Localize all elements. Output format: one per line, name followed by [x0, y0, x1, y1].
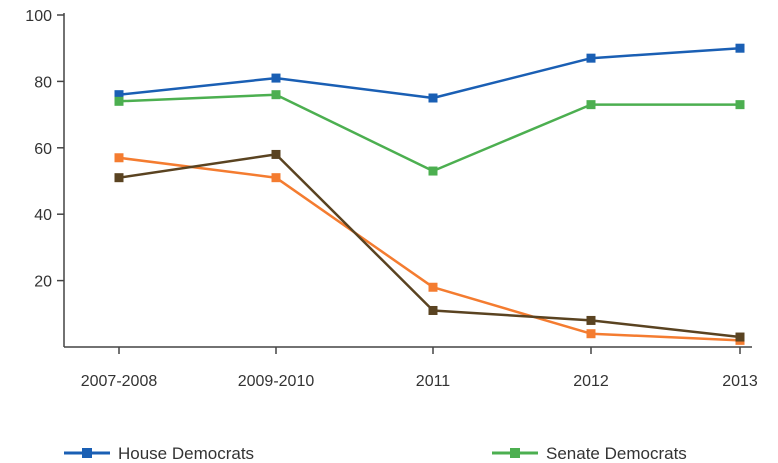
- y-tick-label: 60: [34, 141, 52, 158]
- legend-label: House Democrats: [118, 444, 254, 463]
- data-point: [735, 100, 745, 110]
- legend-label: Senate Democrats: [546, 444, 687, 463]
- x-tick-label: 2007-2008: [81, 373, 158, 390]
- data-point: [586, 329, 596, 339]
- data-point: [735, 332, 745, 342]
- data-point: [271, 73, 281, 83]
- y-tick-label: 20: [34, 274, 52, 291]
- legend-item: Senate Democrats: [492, 444, 687, 463]
- series-1: [114, 43, 745, 103]
- data-point: [114, 153, 124, 163]
- data-point: [428, 305, 438, 315]
- series-3: [114, 153, 745, 345]
- data-point: [428, 282, 438, 292]
- axes: 20 40 60 80 100 2007-2008 2009-2010 2011 2012 201…: [25, 8, 758, 390]
- data-point: [586, 53, 596, 63]
- x-tick-label: 2013: [722, 373, 758, 390]
- data-point: [114, 96, 124, 106]
- series-2: [114, 90, 745, 176]
- data-point: [271, 90, 281, 100]
- y-tick-label: 80: [34, 74, 52, 91]
- series-4: [114, 149, 745, 342]
- legend-marker: [82, 448, 92, 458]
- data-point: [586, 100, 596, 110]
- legend-marker: [510, 448, 520, 458]
- x-tick-label: 2009-2010: [238, 373, 315, 390]
- x-tick-label: 2011: [416, 373, 451, 390]
- data-point: [586, 315, 596, 325]
- data-point: [271, 149, 281, 159]
- data-point: [114, 90, 124, 100]
- data-point: [271, 173, 281, 183]
- data-point: [114, 173, 124, 183]
- x-tick-label: 2012: [573, 373, 609, 390]
- data-point: [735, 43, 745, 53]
- y-tick-label: 100: [25, 8, 52, 25]
- series-line: [118, 93, 740, 173]
- series-layer: [114, 43, 745, 345]
- data-point: [428, 166, 438, 176]
- data-point: [428, 93, 438, 103]
- legend-item: House Democrats: [64, 444, 254, 463]
- series-line: [118, 46, 741, 100]
- legend: House Democrats Senate Democrats: [64, 444, 687, 463]
- y-tick-label: 40: [34, 207, 52, 224]
